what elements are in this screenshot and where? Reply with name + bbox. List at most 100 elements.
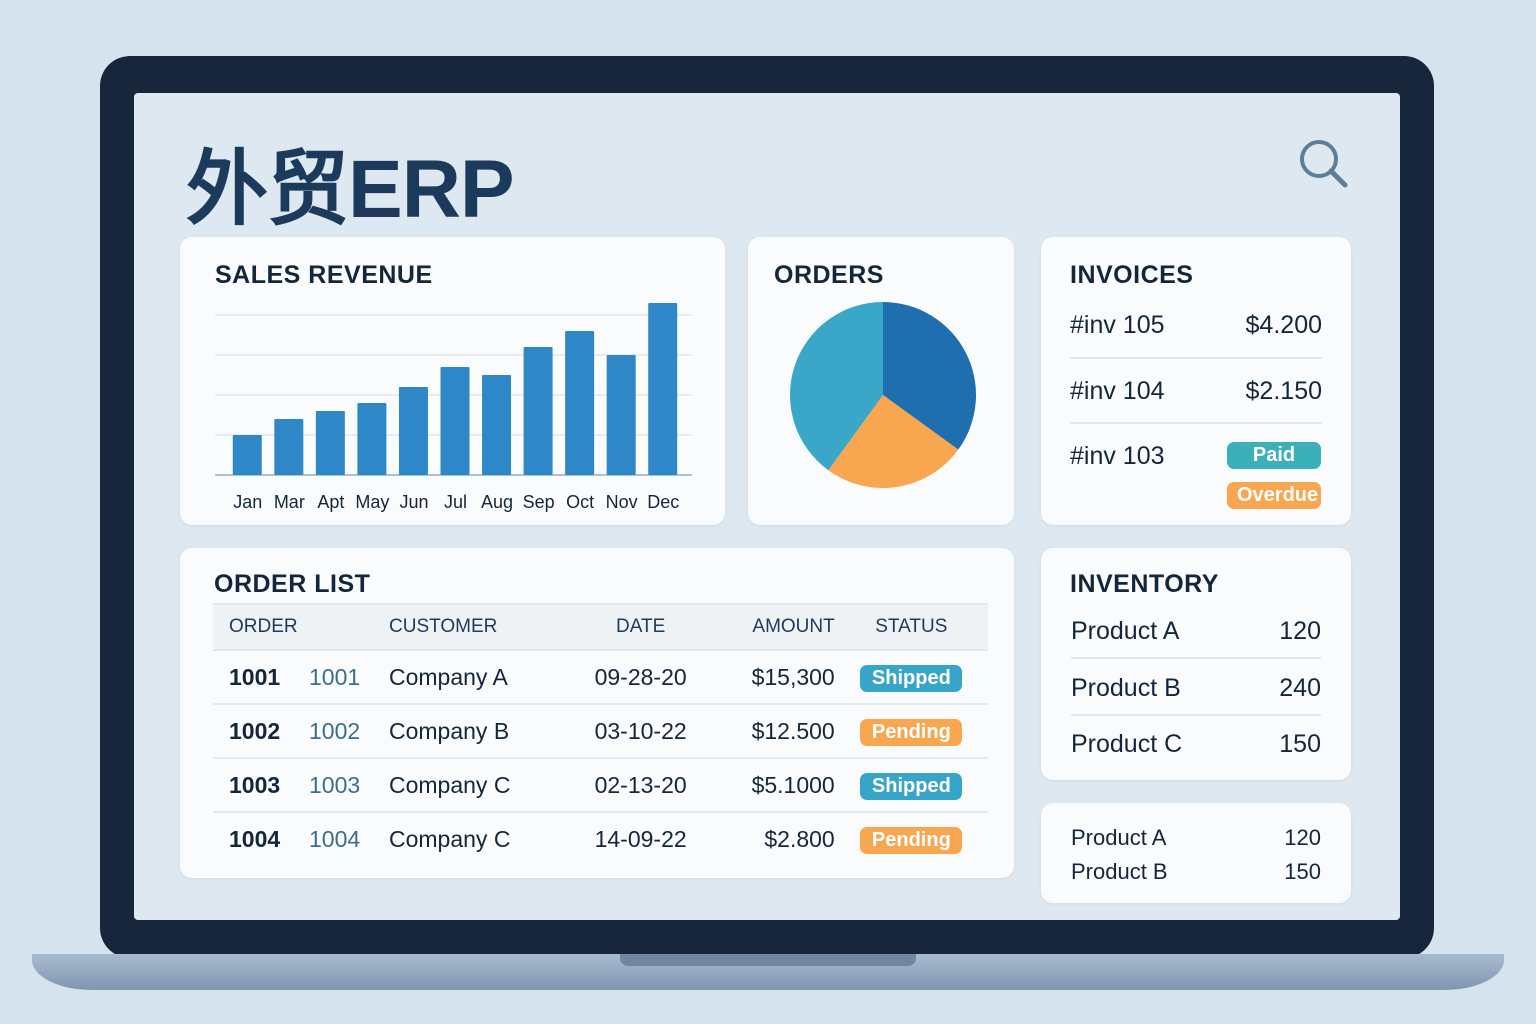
- product-name: Product B: [1071, 859, 1168, 884]
- header-date[interactable]: DATE: [571, 603, 710, 650]
- inventory-row[interactable]: Product A 120: [1071, 825, 1321, 851]
- product-qty: 120: [1279, 617, 1321, 645]
- bar-aug: [482, 375, 512, 475]
- customer: Company C: [389, 757, 572, 812]
- product-qty: 240: [1279, 674, 1321, 702]
- invoice-id: #inv 105: [1070, 311, 1165, 339]
- amount: $2.800: [709, 811, 835, 866]
- status-badge: Pending: [860, 827, 963, 854]
- bar-mar: [274, 419, 304, 475]
- orders-card: ORDERS: [748, 237, 1014, 525]
- order-table: ORDER CUSTOMER DATE AMOUNT STATUS 1001 1…: [213, 603, 988, 866]
- bar-jun: [398, 387, 428, 475]
- x-tick-label: Apt: [317, 492, 344, 512]
- laptop-notch: [620, 954, 916, 966]
- orders-pie-chart: [790, 302, 976, 488]
- inventory-summary-card: Product A 120 Product B 150: [1041, 803, 1351, 903]
- bar-sep: [523, 347, 553, 475]
- date: 14-09-22: [571, 811, 710, 866]
- customer: Company C: [389, 811, 572, 866]
- pie-slice-1: [828, 395, 959, 488]
- status-badge: Shipped: [860, 664, 963, 692]
- order-id: 1003: [213, 757, 309, 812]
- invoice-id: #inv 104: [1070, 377, 1165, 405]
- customer: Company B: [389, 703, 572, 758]
- invoice-row[interactable]: #inv 103: [1070, 442, 1322, 471]
- bar-jul: [440, 367, 470, 475]
- bar-jan: [232, 435, 262, 475]
- bar-dec: [648, 303, 678, 475]
- invoice-id: #inv 103: [1070, 442, 1165, 470]
- invoice-amount: $4.200: [1245, 311, 1322, 339]
- order-ref[interactable]: 1001: [309, 649, 389, 704]
- order-id: 1004: [213, 811, 309, 866]
- divider: [1070, 422, 1322, 424]
- x-tick-label: Oct: [566, 492, 594, 512]
- customer: Company A: [389, 649, 572, 704]
- product-name: Product B: [1071, 674, 1181, 702]
- header-status[interactable]: STATUS: [834, 603, 988, 650]
- invoice-row[interactable]: #inv 104 $2.150: [1070, 377, 1322, 406]
- x-tick-label: Jun: [399, 492, 428, 512]
- order-ref[interactable]: 1004: [309, 811, 389, 866]
- amount: $5.1000: [709, 757, 835, 812]
- order-list-card: ORDER LIST ORDER CUSTOMER DATE AMOUNT ST…: [180, 548, 1014, 878]
- bar-may: [357, 403, 387, 475]
- product-name: Product C: [1071, 730, 1183, 758]
- x-tick-label: Aug: [481, 492, 513, 512]
- amount: $15,300: [709, 649, 835, 704]
- sales-revenue-title: SALES REVENUE: [215, 261, 433, 289]
- orders-title: ORDERS: [774, 261, 884, 289]
- table-row[interactable]: 1003 1003 Company C 02-13-20 $5.1000 Shi…: [213, 757, 988, 812]
- table-row[interactable]: 1002 1002 Company B 03-10-22 $12.500 Pen…: [213, 703, 988, 758]
- date: 03-10-22: [571, 703, 710, 758]
- product-qty: 120: [1284, 825, 1321, 850]
- inventory-row[interactable]: Product A 120: [1071, 617, 1321, 646]
- date: 09-28-20: [571, 649, 710, 704]
- inventory-row[interactable]: Product B 240: [1071, 674, 1321, 703]
- order-id: 1002: [213, 703, 309, 758]
- pie-slice-2: [790, 302, 883, 471]
- product-qty: 150: [1279, 730, 1321, 758]
- sales-bar-chart: Jan Mar Apt May Jun Jul Aug Sep Oct Nov Dec: [215, 303, 692, 512]
- order-list-title: ORDER LIST: [214, 570, 371, 598]
- inventory-title: INVENTORY: [1070, 570, 1219, 598]
- search-icon[interactable]: [1298, 138, 1348, 188]
- divider: [1071, 714, 1321, 716]
- order-id: 1001: [213, 649, 309, 704]
- x-tick-label: Nov: [606, 492, 638, 512]
- inventory-row[interactable]: Product B 150: [1071, 859, 1321, 885]
- bar-apt: [315, 411, 345, 475]
- x-tick-label: Mar: [274, 492, 305, 512]
- invoices-title: INVOICES: [1070, 261, 1194, 289]
- header-order[interactable]: ORDER: [213, 603, 389, 650]
- divider: [1070, 357, 1322, 359]
- order-ref[interactable]: 1002: [309, 703, 389, 758]
- bar-oct: [565, 331, 595, 475]
- x-tick-label: Sep: [523, 492, 555, 512]
- sales-revenue-card: Jan Mar Apt May Jun Jul Aug Sep Oct Nov Dec SALES …: [180, 237, 725, 525]
- pie-slice-0: [883, 302, 976, 450]
- header-amount[interactable]: AMOUNT: [709, 603, 835, 650]
- overdue-badge: Overdue: [1227, 482, 1321, 509]
- product-name: Product A: [1071, 825, 1167, 850]
- header-customer[interactable]: CUSTOMER: [389, 603, 572, 650]
- date: 02-13-20: [571, 757, 710, 812]
- status-badge: Pending: [860, 718, 963, 746]
- invoice-amount: $2.150: [1245, 377, 1322, 405]
- x-tick-label: Dec: [647, 492, 679, 512]
- table-row[interactable]: 1004 1004 Company C 14-09-22 $2.800 Pend…: [213, 811, 988, 866]
- invoices-card: INVOICES #inv 105 $4.200 #inv 104 $2.150 #…: [1041, 237, 1351, 525]
- x-tick-label: Jan: [233, 492, 262, 512]
- inventory-row[interactable]: Product C 150: [1071, 730, 1321, 759]
- product-qty: 150: [1284, 859, 1321, 884]
- divider: [1071, 657, 1321, 659]
- product-name: Product A: [1071, 617, 1180, 645]
- x-tick-label: May: [355, 492, 389, 512]
- paid-badge: Paid: [1227, 442, 1321, 469]
- invoice-row[interactable]: #inv 105 $4.200: [1070, 311, 1322, 340]
- order-ref[interactable]: 1003: [309, 757, 389, 812]
- inventory-card: INVENTORY Product A 120 Product B 240 Prod…: [1041, 548, 1351, 780]
- table-row[interactable]: 1001 1001 Company A 09-28-20 $15,300 Shi…: [213, 649, 988, 704]
- table-header: ORDER CUSTOMER DATE AMOUNT STATUS: [213, 603, 988, 650]
